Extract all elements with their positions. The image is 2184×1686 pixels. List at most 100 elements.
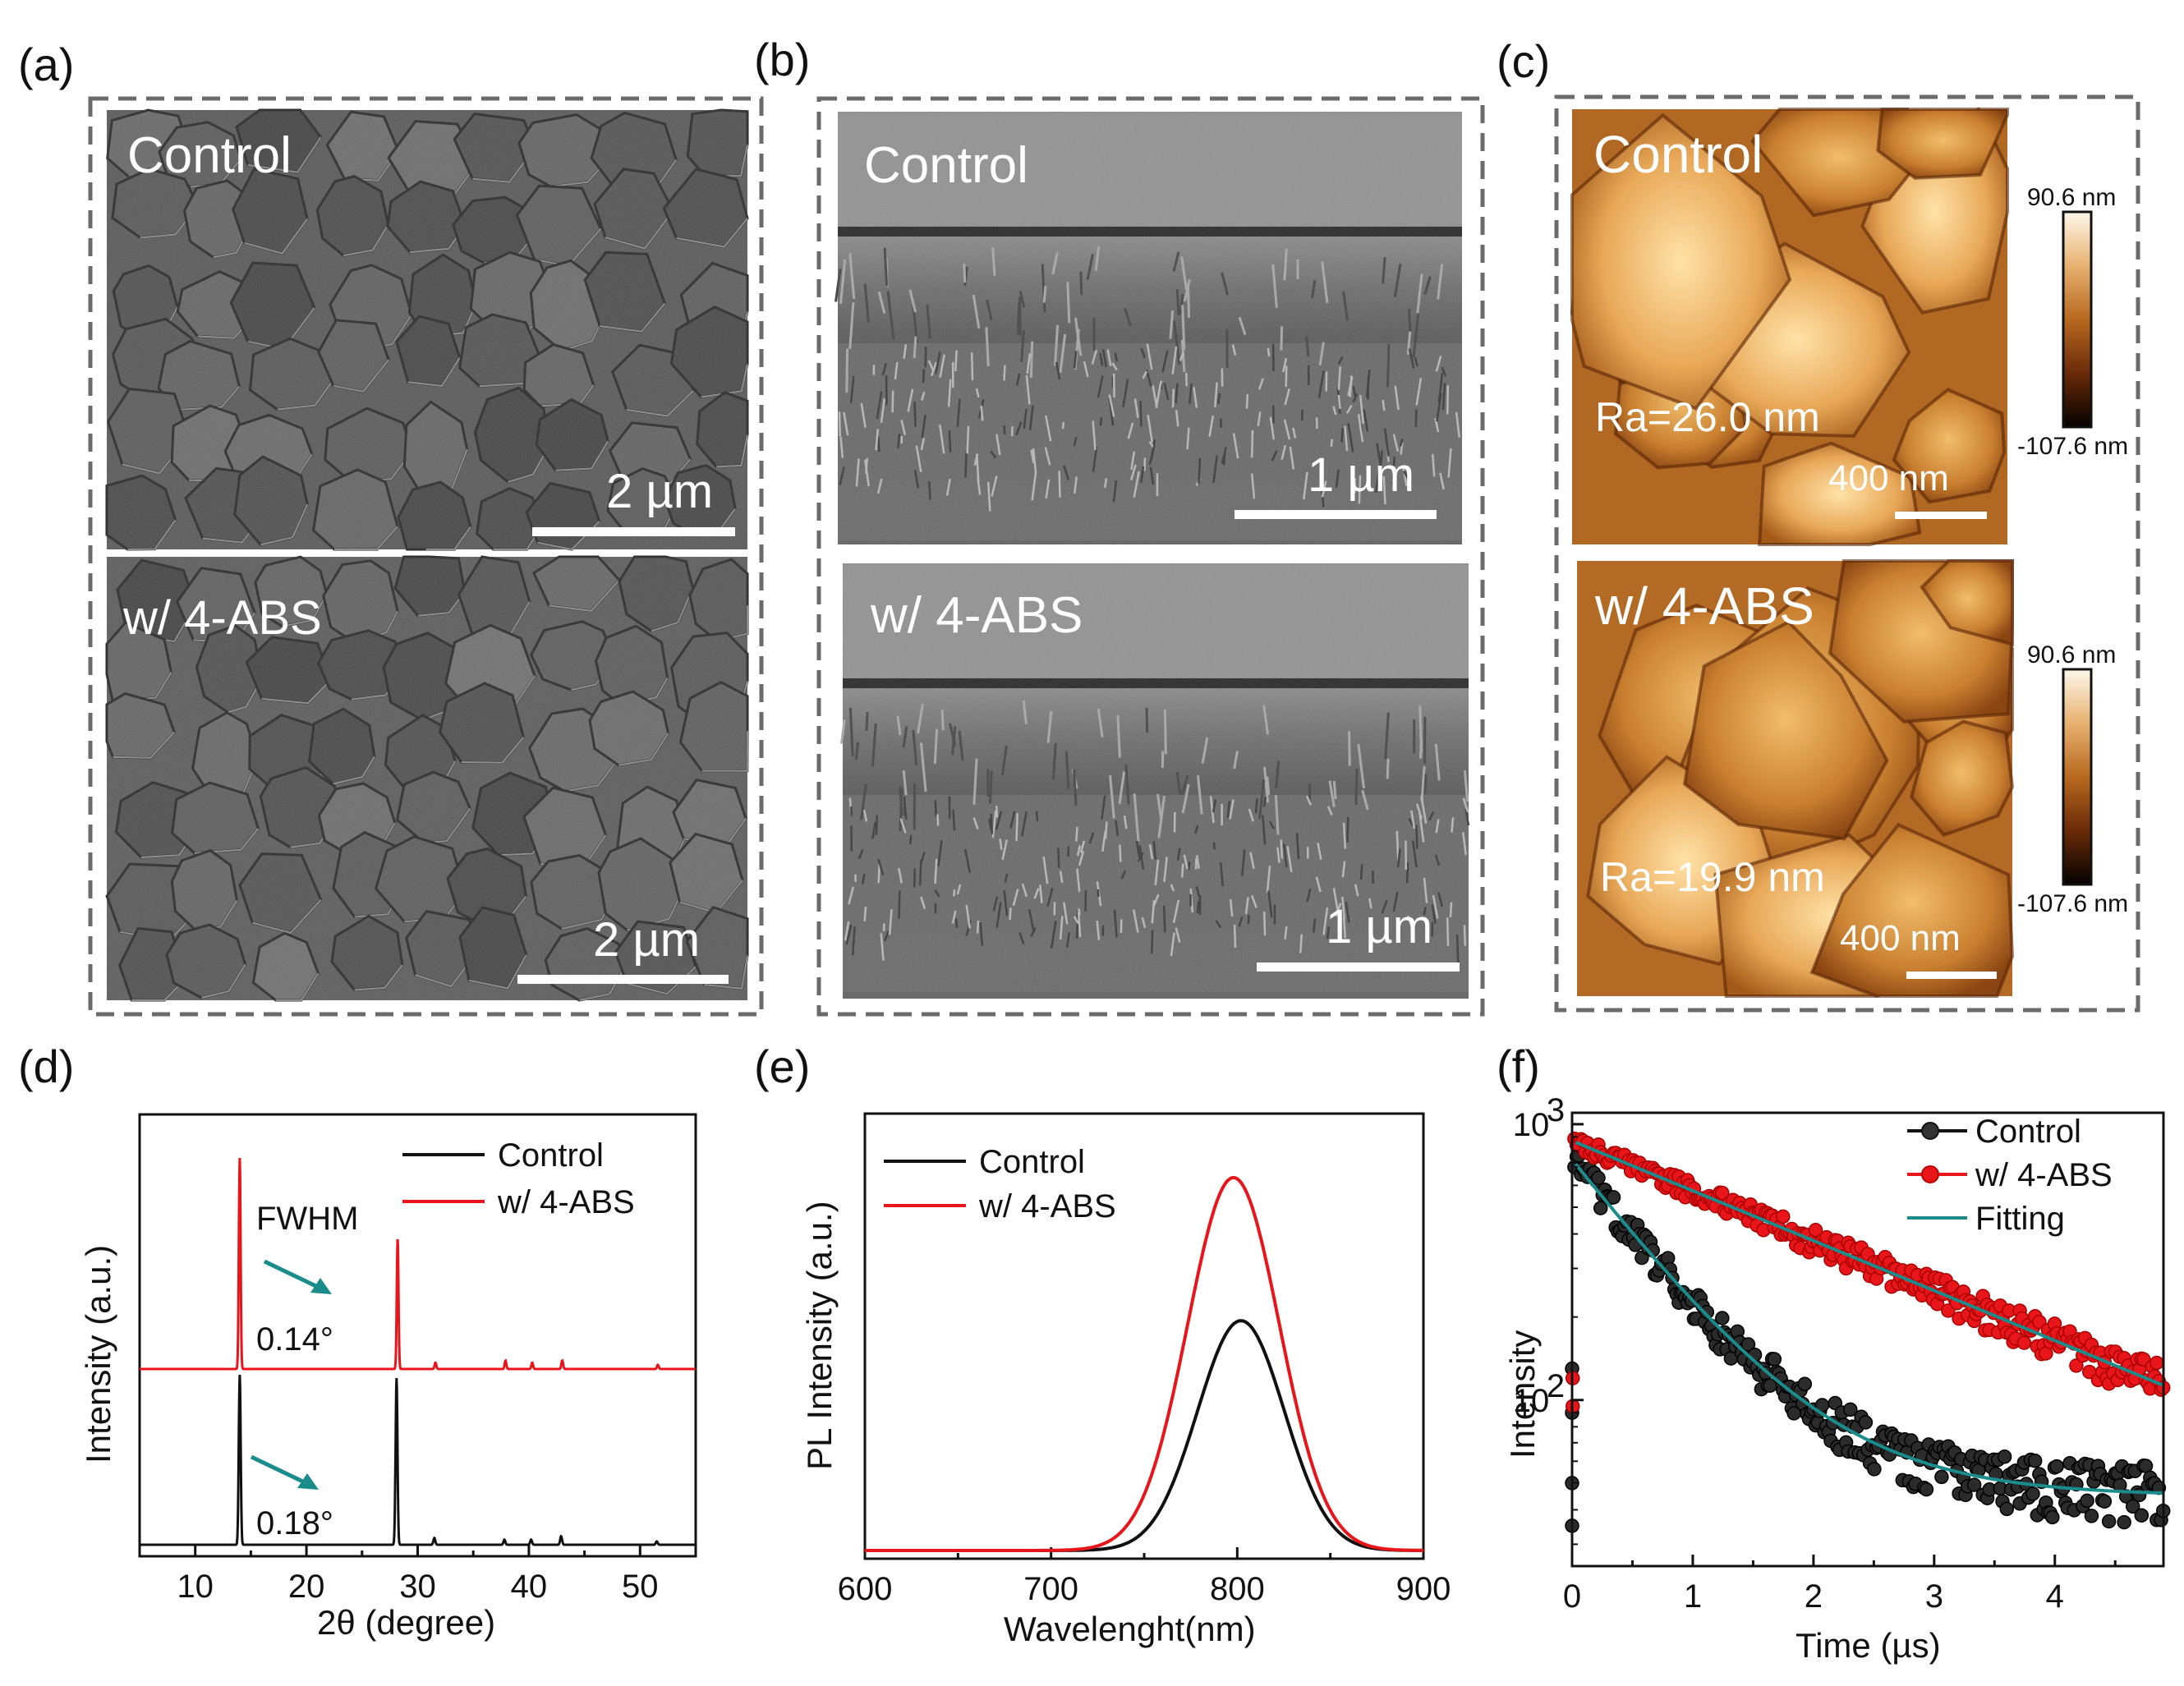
panel-a-top-label: Control xyxy=(127,127,292,184)
chart-f-point-abs xyxy=(2016,1335,2032,1350)
afm-top-colorbar xyxy=(2062,210,2093,429)
panel-a-top-scalebar xyxy=(532,527,735,536)
panel-a-bottom-scalebar xyxy=(517,975,729,984)
chart-d: 10 20 30 40 50 2θ (degree) Intensity (a.u.) … xyxy=(79,1113,697,1642)
chart-f-fit-control xyxy=(1574,1163,2163,1495)
afm-grain xyxy=(1892,388,2007,504)
sem-top-abs-image xyxy=(105,555,749,1002)
sem-cross-control-image xyxy=(835,112,1462,544)
afm-top-cbar-max: 90.6 nm xyxy=(2027,184,2116,211)
afm-bottom-cbar-min: -107.6 nm xyxy=(2017,890,2128,917)
chart-e: 600 700 800 900 Wavelenght(nm) PL Intensity… xyxy=(800,1112,1451,1648)
chart-f-legend-abs-marker xyxy=(1921,1165,1939,1183)
chart-e-xtick-label: 800 xyxy=(1210,1571,1265,1607)
chart-f-point-control xyxy=(2101,1514,2117,1529)
panel-c-frame xyxy=(1554,94,2140,1013)
chart-f-fit-abs xyxy=(1575,1141,2163,1387)
chart-f-legend-abs: w/ 4-ABS xyxy=(1975,1157,2113,1193)
chart-f-ytick-exp: 2 xyxy=(1547,1368,1565,1404)
chart-d-xtick-label: 30 xyxy=(399,1569,436,1605)
chart-f-point-control xyxy=(1767,1352,1782,1367)
chart-f-frame xyxy=(1570,1111,2165,1568)
sem-cross-abs-image xyxy=(840,563,1470,999)
panel-c-bottom-label: w/ 4-ABS xyxy=(1594,577,1814,636)
panel-label-a: (a) xyxy=(18,39,74,90)
chart-e-xtick-label: 900 xyxy=(1396,1571,1451,1607)
panel-c-top-scale-text: 400 nm xyxy=(1828,458,1949,498)
panel-c-bottom-scalebar xyxy=(1906,972,1997,979)
chart-d-annotation-abs: 0.14° xyxy=(256,1321,333,1358)
chart-d-xtick-label: 20 xyxy=(288,1569,325,1605)
chart-f-legend-control-marker xyxy=(1921,1122,1939,1140)
chart-d-series-control xyxy=(140,1374,696,1546)
chart-e-xtick-label: 700 xyxy=(1023,1571,1078,1607)
panel-a-frame xyxy=(88,96,764,1017)
panel-b-frame xyxy=(816,96,1485,1017)
chart-d-legend-control: Control xyxy=(498,1137,604,1174)
chart-e-series-abs xyxy=(865,1175,1423,1552)
panel-label-d: (d) xyxy=(18,1041,74,1092)
chart-f-point-control xyxy=(1797,1376,1813,1392)
chart-f-xtick-label: 3 xyxy=(1925,1578,1943,1615)
afm-abs-image xyxy=(1577,559,2015,998)
panel-c-top-scalebar xyxy=(1895,512,1987,519)
chart-f-point-control xyxy=(2117,1514,2131,1530)
afm-top-cbar-min: -107.6 nm xyxy=(2017,433,2128,460)
chart-f-point-abs xyxy=(2032,1314,2047,1330)
chart-e-xlabel: Wavelenght(nm) xyxy=(1004,1610,1256,1648)
panel-label-e: (e) xyxy=(754,1041,810,1092)
panel-label-f: (f) xyxy=(1497,1041,1540,1092)
sem-top-control-image xyxy=(105,108,749,551)
chart-f-point-control xyxy=(1715,1311,1730,1325)
chart-f-point-control xyxy=(1997,1449,2012,1464)
chart-f-point-control xyxy=(1606,1190,1621,1205)
chart-d-annotation-fwhm: FWHM xyxy=(256,1201,358,1237)
panel-b-top-scalebar xyxy=(1235,510,1437,519)
afm-grain xyxy=(1920,559,2014,647)
chart-f-point-control xyxy=(1699,1304,1715,1320)
chart-f-point-abs xyxy=(1776,1209,1791,1224)
chart-f-point-control xyxy=(1740,1337,1756,1352)
panel-b-bottom-scale-text: 1 µm xyxy=(1326,900,1432,953)
chart-d-ticks: 10 20 30 40 50 xyxy=(138,1545,697,1605)
afm-grain xyxy=(1682,619,1889,841)
chart-f-xtick-label: 4 xyxy=(2046,1578,2064,1615)
chart-f-ytick-label: 10 xyxy=(1513,1383,1550,1419)
chart-e-ylabel: PL Intensity (a.u.) xyxy=(800,1201,839,1470)
chart-d-arrowhead-abs xyxy=(310,1278,332,1294)
chart-d-arrowhead-control xyxy=(297,1473,319,1490)
chart-e-legend-abs: w/ 4-ABS xyxy=(978,1188,1116,1224)
panel-c-bottom-scale-text: 400 nm xyxy=(1840,918,1961,958)
chart-f-point-control xyxy=(1843,1402,1858,1417)
chart-f-legend-fitting: Fitting xyxy=(1975,1201,2065,1237)
chart-d-arrow-abs xyxy=(263,1259,324,1292)
afm-grain xyxy=(1809,822,2015,998)
chart-f-point-control xyxy=(1919,1482,1934,1497)
chart-f-point-control xyxy=(2045,1509,2060,1525)
chart-f-point-control xyxy=(2049,1459,2064,1474)
chart-f-point-abs xyxy=(1715,1185,1730,1201)
chart-d-xtick-label: 50 xyxy=(622,1569,659,1605)
sem-cross-noise xyxy=(843,565,1469,992)
chart-f-point-control xyxy=(2125,1499,2140,1514)
chart-f-point-control xyxy=(1867,1462,1882,1477)
afm-bottom-cbar-max: 90.6 nm xyxy=(2027,641,2116,668)
chart-f-point-control xyxy=(1591,1170,1606,1186)
chart-d-frame xyxy=(138,1113,697,1558)
panel-b-bottom-label: w/ 4-ABS xyxy=(870,587,1083,644)
chart-f-point-control xyxy=(2097,1494,2113,1509)
chart-f-point-abs xyxy=(2069,1358,2084,1373)
afm-bottom-colorbar xyxy=(2062,668,2093,886)
chart-f-point-control xyxy=(2080,1493,2094,1509)
chart-d-xtick-label: 40 xyxy=(511,1569,548,1605)
chart-f-point-control xyxy=(1966,1477,1982,1492)
chart-f-point-control xyxy=(2025,1486,2040,1501)
chart-f-point-control xyxy=(2134,1508,2150,1523)
panel-b-top-label: Control xyxy=(864,137,1028,194)
chart-e-ticks: 600 700 800 900 xyxy=(838,1547,1451,1607)
chart-f-xtick-label: 1 xyxy=(1684,1578,1702,1615)
afm-grain xyxy=(1909,719,2015,838)
chart-f-point-control xyxy=(2084,1509,2099,1523)
